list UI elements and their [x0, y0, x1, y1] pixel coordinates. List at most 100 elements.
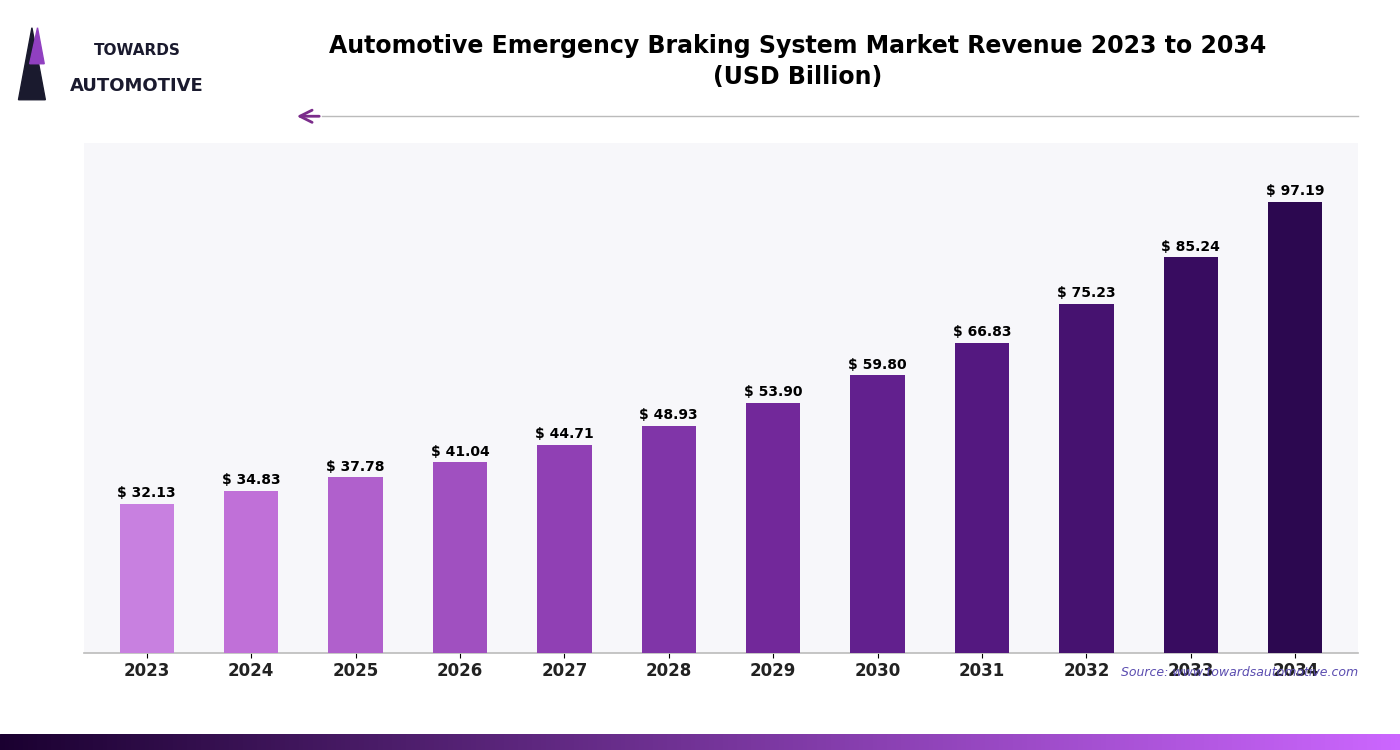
Bar — [490, 734, 496, 750]
Bar — [66, 734, 71, 750]
Bar — [746, 403, 801, 652]
Bar — [158, 734, 165, 750]
Bar — [433, 462, 487, 652]
Bar — [1284, 734, 1289, 750]
Bar — [266, 734, 272, 750]
Bar — [1163, 257, 1218, 652]
Bar — [641, 426, 696, 652]
Bar — [1130, 734, 1135, 750]
Bar — [42, 734, 48, 750]
Bar — [1152, 734, 1159, 750]
Bar — [1032, 734, 1037, 750]
Bar — [318, 734, 323, 750]
Bar — [1096, 734, 1103, 750]
Bar — [1260, 734, 1266, 750]
Bar — [1186, 734, 1191, 750]
Bar — [682, 734, 687, 750]
Bar — [970, 734, 977, 750]
Bar — [1396, 734, 1400, 750]
Bar — [350, 734, 356, 750]
Bar — [4, 734, 11, 750]
Bar — [976, 734, 981, 750]
Bar — [1250, 734, 1257, 750]
Bar — [574, 734, 580, 750]
Bar — [210, 734, 216, 750]
Bar — [312, 734, 319, 750]
Bar — [1344, 734, 1350, 750]
Bar — [690, 734, 697, 750]
Bar — [182, 734, 188, 750]
Bar — [458, 734, 463, 750]
Bar — [84, 734, 90, 750]
Bar — [0, 734, 6, 750]
Bar — [462, 734, 468, 750]
Bar — [1040, 734, 1047, 750]
Bar — [46, 734, 53, 750]
Bar — [892, 734, 897, 750]
Bar — [784, 734, 790, 750]
Text: $ 37.78: $ 37.78 — [326, 460, 385, 474]
Bar — [224, 734, 230, 750]
Bar — [1362, 734, 1369, 750]
Polygon shape — [29, 28, 45, 64]
Bar — [914, 734, 921, 750]
Bar — [1334, 734, 1341, 750]
Bar — [588, 734, 594, 750]
Bar — [1348, 734, 1355, 750]
Bar — [112, 734, 118, 750]
Bar — [1326, 734, 1331, 750]
Bar — [542, 734, 547, 750]
Bar — [630, 734, 636, 750]
Bar — [640, 734, 645, 750]
Bar — [1316, 734, 1322, 750]
Bar — [378, 734, 384, 750]
Text: $ 41.04: $ 41.04 — [431, 445, 490, 458]
Bar — [94, 734, 99, 750]
Text: Source: www.towardsautomotive.com: Source: www.towardsautomotive.com — [1121, 666, 1358, 679]
Bar — [256, 734, 263, 750]
Bar — [794, 734, 799, 750]
Bar — [966, 734, 972, 750]
Bar — [1320, 734, 1327, 750]
Bar — [74, 734, 81, 750]
Bar — [1264, 734, 1271, 750]
Bar — [1060, 734, 1065, 750]
Bar — [119, 503, 174, 652]
Bar — [742, 734, 748, 750]
Bar — [504, 734, 510, 750]
Bar — [1148, 734, 1154, 750]
Bar — [878, 734, 883, 750]
Bar — [340, 734, 347, 750]
Bar — [1138, 734, 1145, 750]
Bar — [346, 734, 351, 750]
Bar — [956, 734, 963, 750]
Text: $ 34.83: $ 34.83 — [221, 473, 280, 488]
Bar — [900, 734, 907, 750]
Bar — [402, 734, 407, 750]
Bar — [192, 734, 197, 750]
Bar — [780, 734, 785, 750]
Bar — [444, 734, 449, 750]
Bar — [238, 734, 244, 750]
Bar — [130, 734, 137, 750]
Bar — [774, 734, 781, 750]
Bar — [850, 734, 855, 750]
Bar — [732, 734, 739, 750]
Bar — [1008, 734, 1014, 750]
Bar — [1228, 734, 1233, 750]
Bar — [1200, 734, 1205, 750]
Bar — [178, 734, 183, 750]
Bar — [612, 734, 617, 750]
Bar — [108, 734, 113, 750]
Bar — [1054, 734, 1061, 750]
Bar — [280, 734, 286, 750]
Bar — [326, 734, 333, 750]
Bar — [508, 734, 515, 750]
Bar — [668, 734, 673, 750]
Bar — [826, 734, 832, 750]
Bar — [1124, 734, 1131, 750]
Bar — [1312, 734, 1317, 750]
Bar — [658, 734, 664, 750]
Bar — [32, 734, 39, 750]
Bar — [1306, 734, 1313, 750]
